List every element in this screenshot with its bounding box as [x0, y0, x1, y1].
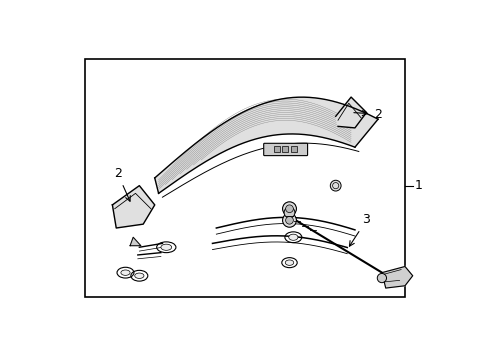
Circle shape [285, 216, 293, 224]
Polygon shape [112, 186, 154, 228]
Ellipse shape [285, 260, 293, 265]
Text: 2: 2 [353, 108, 381, 121]
Polygon shape [381, 266, 412, 288]
Polygon shape [335, 97, 366, 128]
Circle shape [282, 213, 296, 227]
Text: 3: 3 [349, 213, 370, 246]
Polygon shape [130, 237, 141, 246]
Bar [274, 147, 280, 152]
Ellipse shape [161, 244, 171, 250]
Bar [85, 59, 404, 297]
Circle shape [329, 180, 341, 191]
Ellipse shape [121, 270, 130, 275]
Text: 2: 2 [114, 167, 130, 201]
Circle shape [282, 202, 296, 216]
Ellipse shape [135, 273, 143, 278]
Circle shape [284, 207, 294, 218]
Bar [290, 147, 297, 152]
Circle shape [285, 205, 293, 213]
Bar [281, 147, 287, 152]
Circle shape [377, 274, 386, 283]
Text: 1: 1 [414, 179, 422, 192]
Polygon shape [154, 97, 377, 193]
FancyBboxPatch shape [263, 143, 307, 156]
Ellipse shape [288, 234, 297, 240]
